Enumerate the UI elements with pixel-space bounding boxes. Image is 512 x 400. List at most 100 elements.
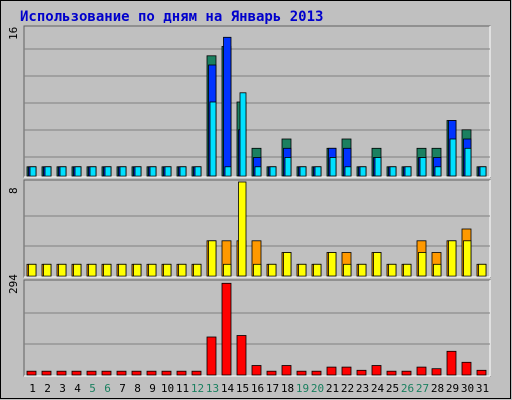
- bar: [479, 166, 487, 177]
- x-tick-label: 24: [371, 382, 385, 395]
- bar: [43, 263, 52, 277]
- bar: [268, 263, 277, 277]
- x-tick-label: 4: [74, 382, 81, 395]
- bar: [476, 369, 487, 376]
- bar: [449, 138, 457, 177]
- panel-background: [23, 279, 491, 377]
- bar: [119, 166, 127, 177]
- bar: [311, 370, 322, 376]
- bar: [223, 36, 232, 177]
- bar: [344, 166, 352, 177]
- bar: [343, 263, 352, 277]
- x-tick-label: 6: [104, 382, 111, 395]
- bar: [371, 365, 382, 376]
- bar: [461, 361, 472, 376]
- chart-panel-2: 8: [7, 179, 491, 278]
- x-tick-label: 3: [59, 382, 66, 395]
- x-tick-label: 22: [341, 382, 354, 395]
- bar: [178, 263, 187, 277]
- bar: [59, 166, 67, 177]
- x-tick-label: 25: [386, 382, 399, 395]
- bar: [223, 263, 232, 277]
- bar: [238, 181, 247, 277]
- x-tick-label: 11: [176, 382, 189, 395]
- bar: [86, 370, 97, 376]
- bar: [164, 166, 172, 177]
- bar: [149, 166, 157, 177]
- bar: [41, 370, 52, 376]
- bar: [313, 263, 322, 277]
- x-tick-label: 23: [356, 382, 369, 395]
- bar: [269, 166, 277, 177]
- x-tick-label: 10: [161, 382, 174, 395]
- x-tick-label: 16: [251, 382, 264, 395]
- bar: [176, 370, 187, 376]
- bar: [356, 369, 367, 376]
- x-tick-label: 20: [311, 382, 324, 395]
- bar: [208, 240, 217, 277]
- bar: [433, 263, 442, 277]
- bar: [314, 166, 322, 177]
- bar: [374, 157, 382, 177]
- bar: [251, 365, 262, 376]
- bar: [283, 252, 292, 277]
- bar: [418, 252, 427, 277]
- bar: [296, 370, 307, 376]
- bar: [209, 101, 217, 177]
- x-tick-label: 28: [431, 382, 444, 395]
- bar: [416, 366, 427, 376]
- bar: [419, 157, 427, 177]
- bar: [56, 370, 67, 376]
- bar: [326, 366, 337, 376]
- bar: [284, 157, 292, 177]
- bar: [388, 263, 397, 277]
- bar: [71, 370, 82, 376]
- chart-panel-3: 294: [7, 274, 491, 377]
- bar: [131, 370, 142, 376]
- chart-panel-1: 16: [7, 25, 491, 178]
- bar: [341, 366, 352, 376]
- bar: [431, 368, 442, 376]
- x-tick-label: 5: [89, 382, 96, 395]
- y-axis-max-label: 16: [7, 27, 20, 40]
- bar: [404, 166, 412, 177]
- bar: [463, 240, 472, 277]
- bar: [44, 166, 52, 177]
- bar: [464, 147, 472, 177]
- bar: [236, 335, 247, 376]
- bar: [104, 166, 112, 177]
- x-tick-label: 26: [401, 382, 414, 395]
- bar: [89, 166, 97, 177]
- bar: [389, 166, 397, 177]
- bar: [163, 263, 172, 277]
- bar: [26, 370, 37, 376]
- bar: [103, 263, 112, 277]
- bar: [266, 370, 277, 376]
- x-tick-label: 29: [446, 382, 459, 395]
- bar: [446, 350, 457, 376]
- bar: [29, 166, 37, 177]
- bar: [254, 166, 262, 177]
- bar: [359, 166, 367, 177]
- bar: [191, 370, 202, 376]
- bar: [328, 252, 337, 277]
- bar: [298, 263, 307, 277]
- x-tick-label: 14: [221, 382, 235, 395]
- x-tick-label: 12: [191, 382, 204, 395]
- x-tick-label: 27: [416, 382, 429, 395]
- bar: [179, 166, 187, 177]
- x-tick-label: 9: [149, 382, 156, 395]
- bar: [373, 252, 382, 277]
- x-tick-label: 2: [44, 382, 51, 395]
- x-tick-label: 17: [266, 382, 279, 395]
- x-tick-label: 8: [134, 382, 141, 395]
- chart-title: Использование по дням на Январь 2013: [20, 9, 323, 25]
- bar: [253, 263, 262, 277]
- bar: [88, 263, 97, 277]
- bar: [478, 263, 487, 277]
- bar: [101, 370, 112, 376]
- x-tick-label: 18: [281, 382, 294, 395]
- bar: [146, 370, 157, 376]
- x-tick-label: 31: [476, 382, 489, 395]
- chart-panels: 16 8 294: [7, 25, 491, 377]
